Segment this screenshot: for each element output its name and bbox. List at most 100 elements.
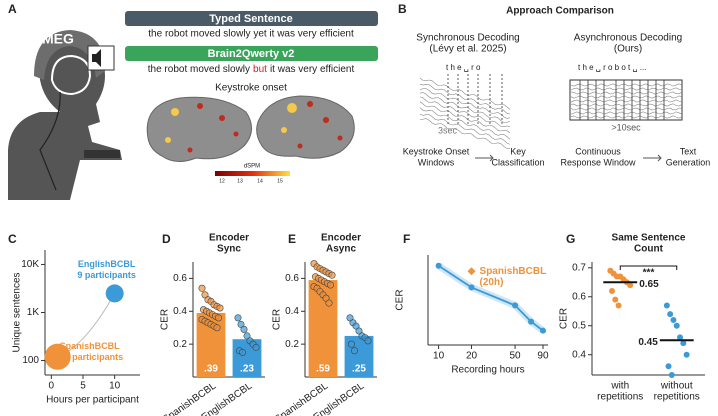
dot (216, 304, 224, 312)
dot (326, 281, 334, 289)
dot (609, 287, 616, 294)
y-axis-label: CER (160, 309, 171, 330)
eeg-trace (570, 91, 683, 95)
y-tick-label: 0.4 (173, 306, 187, 317)
x-tick-label: 10 (109, 381, 121, 392)
activation-spot (197, 103, 203, 109)
panel-label: B (398, 2, 407, 16)
panel-title: Approach Comparison (506, 6, 614, 17)
y-tick-label: 0.4 (285, 306, 299, 317)
significance-bracket (619, 265, 678, 270)
key-letters: t h e ␣ r o (446, 63, 481, 72)
annotation-label: (20h) (480, 277, 504, 288)
mean-label: 0.65 (639, 279, 659, 290)
y-axis-label: CER (272, 309, 283, 330)
y-tick-label: 100 (22, 355, 39, 366)
colorbar (215, 171, 290, 176)
colorbar-label: dSPM (244, 164, 260, 170)
y-axis-label: Unique sentences (12, 272, 23, 352)
dot (198, 284, 206, 292)
eeg-trace (419, 113, 511, 145)
typed-header-bar (125, 11, 378, 26)
y-tick-label: 0.4 (572, 349, 586, 360)
arrow (475, 154, 494, 162)
x-axis-label: Hours per participant (46, 395, 139, 406)
step: Generation (666, 157, 711, 167)
dot (239, 348, 247, 356)
dot (683, 351, 690, 358)
value-label: .25 (352, 364, 366, 375)
activation-spot (307, 101, 313, 107)
dot (612, 296, 619, 303)
model-header-bar (125, 46, 378, 61)
brain-maps (146, 95, 355, 162)
chart-title: Encoder (321, 233, 361, 244)
bubble (105, 284, 124, 303)
brain-right (256, 95, 355, 159)
legend-label: EnglishBCBL (78, 259, 136, 269)
eeg-trace (570, 115, 683, 119)
dot (215, 314, 223, 322)
size-label: 9 participants (77, 270, 136, 280)
typed-sentence: the robot moved slowly yet it was very e… (148, 29, 354, 40)
step: Continuous (575, 146, 621, 156)
decoded-text: it was very efficient (270, 64, 355, 75)
eeg-trace (419, 88, 511, 119)
colorbar-tick: 13 (237, 178, 243, 184)
x-tick-label: 90 (537, 351, 549, 362)
cable (39, 91, 61, 191)
eeg-trace (570, 111, 683, 115)
y-tick-label: 1K (27, 307, 40, 318)
value-label: .39 (204, 364, 218, 375)
chart-title: Same Sentence (612, 233, 686, 244)
value-label: .59 (316, 364, 330, 375)
point (468, 284, 475, 291)
step: Text (680, 146, 697, 156)
step: Classification (491, 157, 544, 167)
y-tick-label: 0.2 (173, 339, 187, 350)
colorbar-tick: 14 (257, 178, 263, 184)
dot (670, 316, 677, 323)
eeg-trace (419, 83, 511, 115)
step: Windows (418, 157, 455, 167)
x-tick-label: 10 (433, 351, 445, 362)
activation-spot (297, 143, 303, 149)
x-tick-label: repetitions (654, 392, 700, 403)
decoded-sentence: the robot moved slowly but it was very eff… (148, 64, 355, 75)
x-tick-label: 0 (49, 381, 55, 392)
chart-title: Async (326, 244, 356, 255)
panel-label: A (8, 2, 17, 16)
legend-label: SpanishBCBL (60, 341, 121, 351)
eeg-trace (570, 95, 683, 99)
y-tick-label: 10K (21, 259, 39, 270)
activation-spot (219, 115, 225, 121)
dot (665, 363, 672, 370)
window-length: >10sec (611, 122, 641, 132)
eeg-trace (570, 103, 683, 107)
eeg-trace (419, 107, 511, 140)
eeg-trace (570, 87, 683, 91)
dot (328, 271, 336, 279)
activation-spot (165, 137, 171, 143)
eeg-trace (570, 83, 683, 87)
eeg-trace (419, 77, 511, 110)
significance: *** (643, 268, 655, 279)
panel-label: G (566, 232, 575, 246)
x-tick-label: without (660, 381, 693, 392)
colorbar-tick: 12 (219, 178, 225, 184)
y-tick-label: 0.6 (572, 291, 586, 302)
decoded-error: but (253, 64, 267, 75)
x-axis-label: Recording hours (451, 365, 524, 376)
chart-title: Encoder (209, 233, 249, 244)
y-tick-label: 0.7 (572, 262, 586, 273)
x-tick-label: with (610, 381, 629, 392)
point (539, 327, 546, 334)
dot (668, 372, 675, 378)
dot (213, 324, 221, 332)
step: Key (510, 146, 526, 156)
eeg-trace (570, 107, 683, 111)
y-axis-label: CER (395, 289, 406, 310)
eeg-trace (419, 101, 511, 134)
activation-spot (171, 108, 179, 116)
dot (673, 322, 680, 329)
